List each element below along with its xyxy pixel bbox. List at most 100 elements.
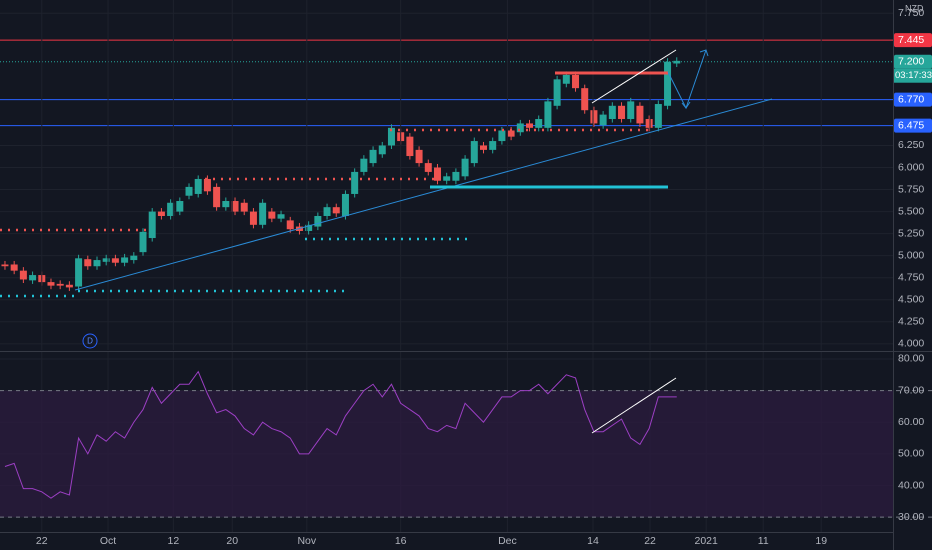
candle-body xyxy=(553,79,561,106)
rsi-line xyxy=(4,370,677,499)
rsi-divergence-line xyxy=(591,377,677,434)
candle-body xyxy=(415,149,423,164)
candle-body xyxy=(581,88,589,111)
drawings xyxy=(0,49,773,434)
countdown-tag xyxy=(894,68,932,83)
candle-body xyxy=(323,207,331,216)
y-tick-label: 5.500 xyxy=(898,205,924,217)
candle-body xyxy=(222,201,230,208)
candle-body xyxy=(249,211,257,225)
y-tick-label: 4.500 xyxy=(898,294,924,306)
x-tick-label: 16 xyxy=(395,535,407,547)
candle-body xyxy=(286,220,294,230)
candle-body xyxy=(167,202,175,216)
candle-body xyxy=(406,136,414,157)
candle-body xyxy=(572,74,580,89)
price-tag xyxy=(894,33,932,48)
price-tag-label: 6.475 xyxy=(898,119,924,131)
arrow-head xyxy=(681,101,691,109)
candle-body xyxy=(213,186,221,208)
x-tick-label: 11 xyxy=(758,535,769,547)
candle-body xyxy=(130,255,138,261)
y-tick-label: 4.000 xyxy=(898,338,924,350)
x-tick-label: Oct xyxy=(100,535,116,547)
price-tag xyxy=(894,118,932,133)
candle-body xyxy=(645,119,653,128)
candle-body xyxy=(185,186,193,196)
price-tags: 7.750 6.250 6.000 5.750 5.500 5.250 5.000 4.750… xyxy=(894,7,932,523)
candle-body xyxy=(194,178,202,194)
y-tick-label: 4.750 xyxy=(898,271,924,283)
x-tick-label: 22 xyxy=(644,535,656,547)
y-tick-label: 4.250 xyxy=(898,316,924,328)
candle-body xyxy=(387,127,395,146)
interval-label: D xyxy=(87,337,93,346)
y-tick-label: 40.00 xyxy=(898,479,924,491)
x-tick-label: 12 xyxy=(168,535,180,547)
price-tag-label: 7.445 xyxy=(898,34,924,46)
currency: NZD xyxy=(905,3,924,13)
y-tick-label: 80.00 xyxy=(898,353,924,365)
candle-body xyxy=(378,145,386,155)
x-tick-label: 19 xyxy=(815,535,827,547)
candle-body xyxy=(121,257,129,263)
y-tick-label: 70.00 xyxy=(898,384,924,396)
candle-body xyxy=(102,258,110,262)
candle-body xyxy=(157,211,165,216)
candle-body xyxy=(452,171,460,181)
candle-body xyxy=(360,158,368,172)
candle-body xyxy=(305,224,313,231)
candle-body xyxy=(65,284,73,288)
candle-body xyxy=(176,201,184,212)
price-tag xyxy=(894,54,932,69)
candle-body xyxy=(29,275,37,281)
candle-body xyxy=(259,202,267,225)
x-tick-label: 14 xyxy=(587,535,599,547)
candle-body xyxy=(19,270,27,280)
candle-body xyxy=(489,141,497,150)
y-tick-label: 7.750 xyxy=(898,7,924,19)
candle-body xyxy=(627,101,635,120)
candle-body xyxy=(56,283,64,286)
candle-body xyxy=(240,202,248,212)
x-tick-label: Dec xyxy=(498,535,517,547)
x-tick-label: 22 xyxy=(36,535,48,547)
interval-marker[interactable] xyxy=(82,333,98,349)
candle-body xyxy=(562,74,570,84)
x-tick-label: 20 xyxy=(226,535,238,547)
candle-body xyxy=(47,282,55,286)
candle-body xyxy=(544,101,552,128)
candle-body xyxy=(507,130,515,137)
candle-body xyxy=(618,105,626,120)
y-tick-label: 5.000 xyxy=(898,249,924,261)
candle-body xyxy=(111,258,119,263)
candle-body xyxy=(268,211,276,219)
y-tick-label: 60.00 xyxy=(898,416,924,428)
y-tick-label: 5.750 xyxy=(898,183,924,195)
candle-body xyxy=(498,130,506,142)
trend-line xyxy=(74,98,773,291)
candle-body xyxy=(470,141,478,164)
candle-body xyxy=(461,158,469,177)
candle-body xyxy=(93,260,101,267)
candle-body xyxy=(479,145,487,150)
candle-body xyxy=(369,149,377,164)
candle-body xyxy=(332,207,340,214)
rsi-band xyxy=(0,390,893,518)
candle-body xyxy=(351,171,359,194)
candle-body xyxy=(590,110,598,124)
candle-body xyxy=(231,201,239,212)
countdown: 03:17:33 xyxy=(895,70,932,81)
candle-body xyxy=(433,167,441,181)
divergence-line xyxy=(591,49,677,104)
candle-body xyxy=(341,193,349,216)
y-tick-label: 30.00 xyxy=(898,511,924,523)
y-tick-label: 6.000 xyxy=(898,161,924,173)
candle-body xyxy=(654,104,662,128)
price-tag-label: 6.770 xyxy=(898,93,924,105)
y-tick-label: 6.250 xyxy=(898,139,924,151)
price-tag-label: 7.200 xyxy=(898,55,924,67)
y-tick-label: 5.250 xyxy=(898,227,924,239)
candle-body xyxy=(84,259,92,267)
